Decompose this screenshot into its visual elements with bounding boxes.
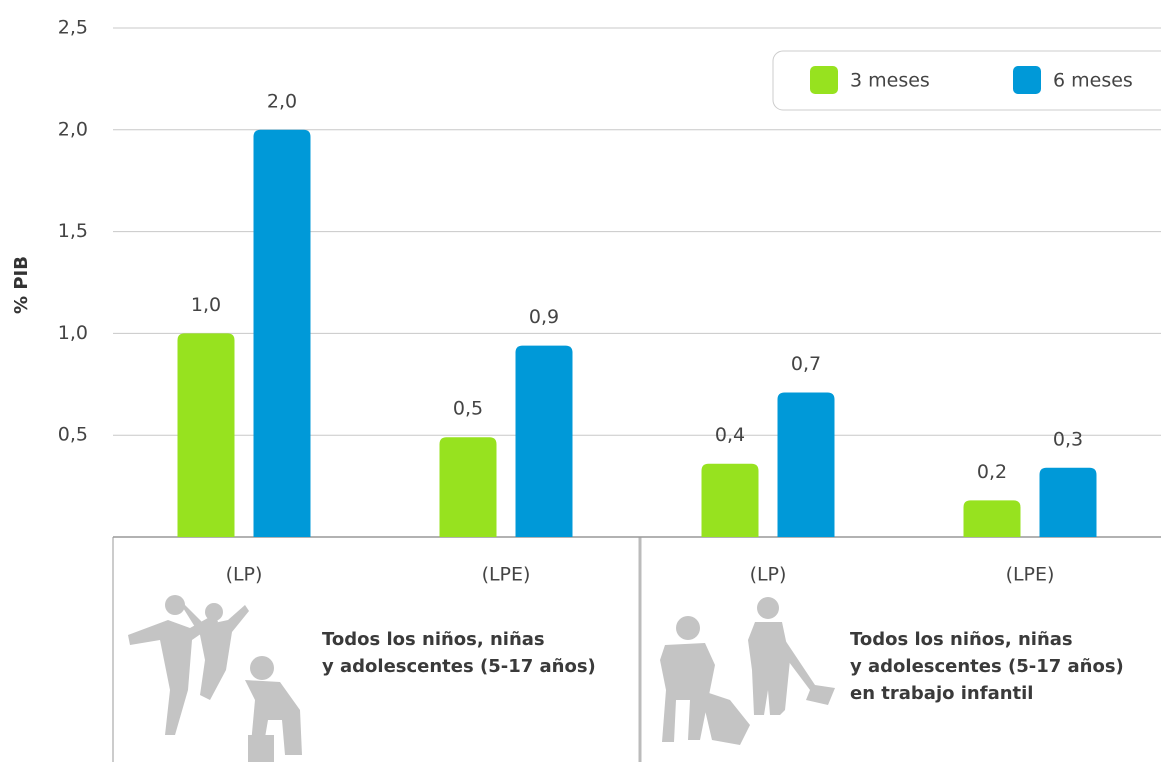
legend-box	[772, 50, 1161, 111]
legend-label: 3 meses	[850, 70, 930, 92]
bar	[515, 345, 573, 537]
y-tick-label: 1,0	[58, 322, 88, 344]
y-axis-label: % PIB	[11, 256, 32, 314]
value-label: 1,0	[191, 294, 221, 316]
y-tick-label: 2,5	[58, 17, 88, 39]
bar	[701, 463, 759, 537]
group-label: en trabajo infantil	[850, 683, 1033, 704]
legend-swatch	[810, 66, 838, 94]
legend-swatch	[1013, 66, 1041, 94]
silhouettes-right	[660, 597, 835, 745]
group-label: y adolescentes (5-17 años)	[322, 656, 596, 677]
legend: 3 meses 6 meses	[772, 50, 1161, 111]
value-label: 0,9	[529, 306, 559, 328]
value-label: 0,2	[977, 461, 1007, 483]
group-label: Todos los niños, niñas	[322, 629, 545, 650]
bar	[253, 129, 311, 538]
bar	[439, 437, 497, 537]
group-label: y adolescentes (5-17 años)	[850, 656, 1124, 677]
value-label: 0,5	[453, 398, 483, 420]
x-tick-label: (LPE)	[482, 564, 531, 586]
x-tick-label: (LP)	[226, 564, 263, 586]
legend-label: 6 meses	[1053, 70, 1133, 92]
group-label: Todos los niños, niñas	[850, 629, 1073, 650]
bar	[963, 500, 1021, 537]
y-tick-label: 2,0	[58, 118, 88, 140]
bar	[1039, 467, 1097, 537]
x-tick-label: (LPE)	[1006, 564, 1055, 586]
bottom-panel	[112, 536, 1161, 762]
value-label: 0,4	[715, 424, 745, 446]
silhouettes-left	[128, 595, 302, 762]
value-label: 0,7	[791, 353, 821, 375]
y-tick-label: 1,5	[58, 220, 88, 242]
x-tick-label: (LP)	[750, 564, 787, 586]
y-tick-label: 0,5	[58, 424, 88, 446]
bar	[177, 333, 235, 537]
value-label: 2,0	[267, 90, 297, 112]
value-label: 0,3	[1053, 428, 1083, 450]
bar	[777, 392, 835, 537]
